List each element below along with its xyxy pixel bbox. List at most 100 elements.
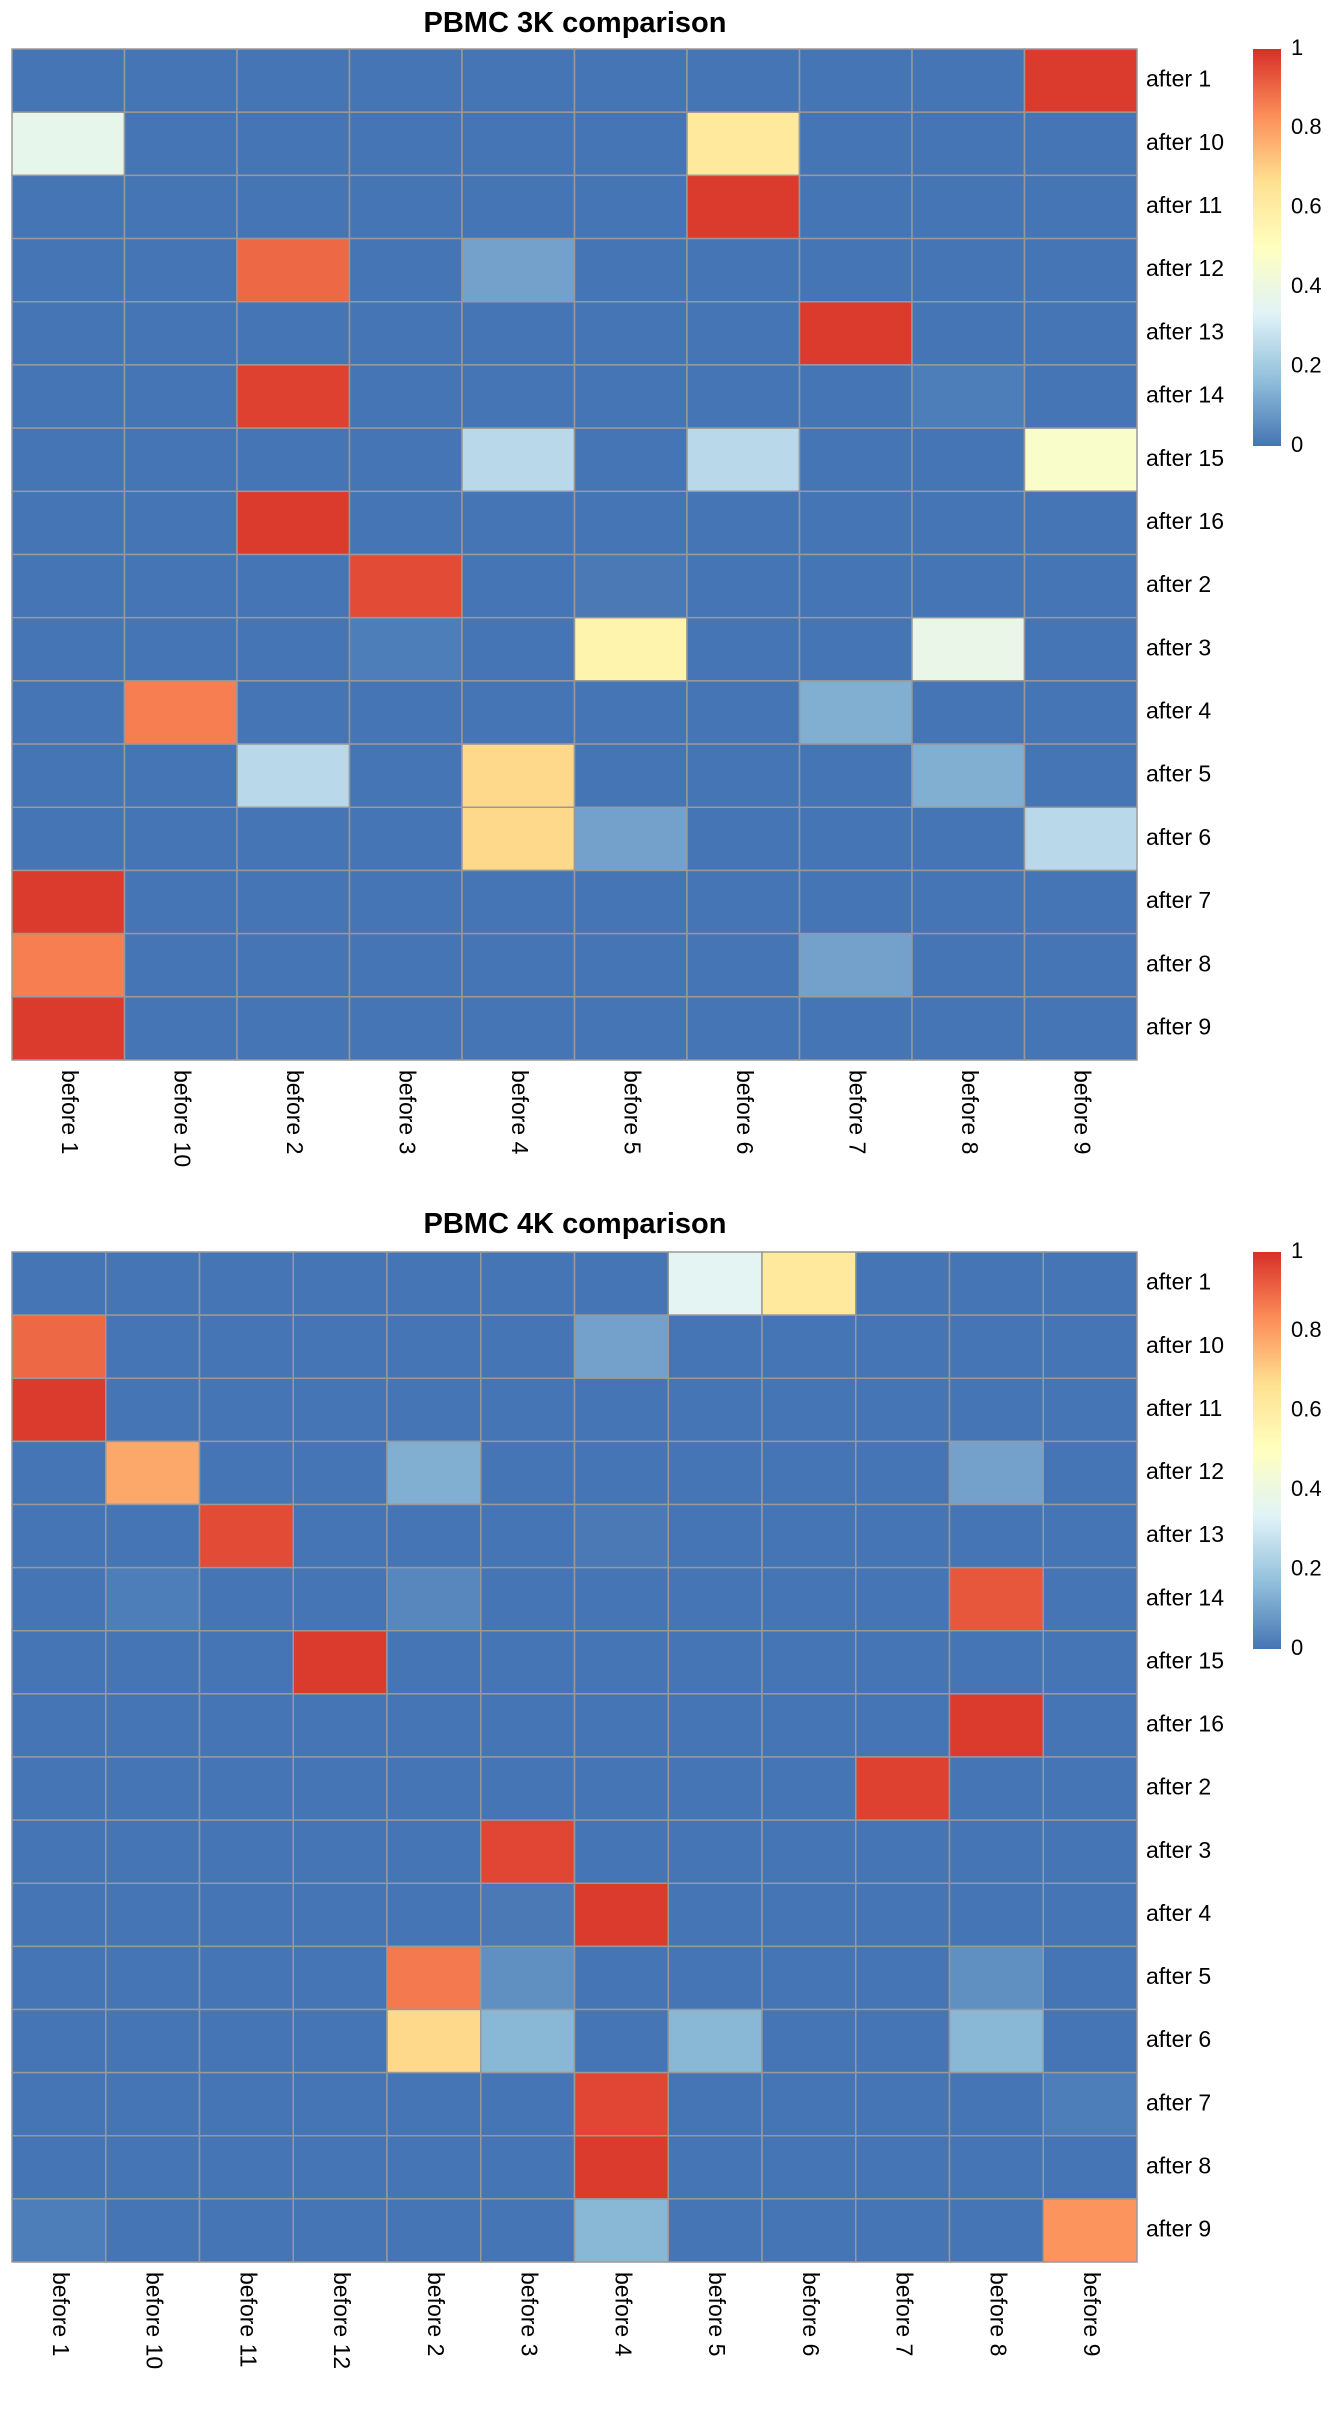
- heatmap-cell: [480, 2198, 576, 2263]
- heatmap-cell: [105, 1251, 201, 1316]
- heatmap-cell: [198, 1314, 294, 1379]
- heatmap-cell: [123, 616, 238, 682]
- heatmap-cell: [11, 1945, 107, 2011]
- heatmap-cell: [11, 743, 126, 808]
- heatmap-cell: [667, 1756, 763, 1821]
- heatmap-cell: [105, 1756, 201, 1821]
- heatmap-cell: [1023, 490, 1138, 556]
- row-label: after 10: [1146, 129, 1224, 155]
- heatmap-cell: [686, 237, 801, 303]
- heatmap-cell: [348, 869, 463, 935]
- heatmap-cell: [198, 1440, 294, 1506]
- row-label: after 16: [1146, 1711, 1224, 1737]
- heatmap-cell: [911, 680, 1026, 745]
- heatmap-cell: [948, 1566, 1044, 1632]
- heatmap-cell: [761, 1693, 857, 1758]
- row-label: after 4: [1146, 1900, 1211, 1926]
- heatmap-cell: [667, 1630, 763, 1695]
- heatmap-cell: [348, 680, 463, 745]
- heatmap-cell: [480, 1440, 576, 1506]
- heatmap-cell: [1042, 1882, 1138, 1948]
- heatmap-cell: [348, 490, 463, 556]
- heatmap-cell: [348, 427, 463, 493]
- legend-tick-label: 0.6: [1291, 1397, 1322, 1422]
- heatmap-cell: [1023, 806, 1138, 872]
- heatmap-cell: [798, 680, 913, 745]
- heatmap-cell: [911, 237, 1026, 303]
- heatmap-cell: [348, 364, 463, 429]
- heatmap-cell: [1023, 237, 1138, 303]
- heatmap-cell: [105, 1882, 201, 1948]
- heatmap-cell: [105, 1566, 201, 1632]
- heatmap-cell: [1023, 364, 1138, 429]
- row-label: after 13: [1146, 1521, 1224, 1547]
- column-label: before 6: [798, 2272, 824, 2356]
- heatmap-cell: [573, 1819, 669, 1884]
- heatmap-cell: [686, 616, 801, 682]
- heatmap-cell: [11, 1566, 107, 1632]
- legend-tick-label: 0: [1291, 1635, 1303, 1660]
- heatmap-cell: [761, 1566, 857, 1632]
- heatmap-cell: [855, 2071, 951, 2137]
- heatmap-cell: [198, 1819, 294, 1884]
- heatmap-cell: [855, 1314, 951, 1379]
- heatmap-cell: [461, 237, 576, 303]
- heatmap-cell: [948, 1945, 1044, 2011]
- heatmap-cell: [798, 996, 913, 1061]
- heatmap-cell: [386, 1945, 482, 2011]
- heatmap-cell: [1042, 2008, 1138, 2074]
- heatmap-cell: [573, 1566, 669, 1632]
- heatmap-cell: [386, 1693, 482, 1758]
- heatmap-cell: [948, 1630, 1044, 1695]
- heatmap-cell: [292, 1819, 388, 1884]
- heatmap-cell: [855, 1882, 951, 1948]
- column-label: before 2: [282, 1070, 308, 1154]
- heatmap-cell: [761, 1440, 857, 1506]
- legend-tick-label: 0.8: [1291, 114, 1322, 139]
- heatmap-cell: [292, 1314, 388, 1379]
- heatmap-cell: [198, 1756, 294, 1821]
- heatmap-cell: [236, 806, 351, 872]
- heatmap-cell: [1042, 1314, 1138, 1379]
- heatmap-cell: [386, 1377, 482, 1443]
- heatmap-cell: [573, 48, 688, 113]
- heatmap-cell: [855, 1440, 951, 1506]
- heatmap-cell: [11, 680, 126, 745]
- legend-tick-label: 1: [1291, 35, 1303, 60]
- heatmap-cell: [11, 111, 126, 177]
- heatmap-cell: [480, 1756, 576, 1821]
- legend-tick-label: 0.4: [1291, 1476, 1322, 1501]
- heatmap-cell: [573, 2135, 669, 2200]
- heatmap-cell: [461, 996, 576, 1061]
- heatmap-cell: [461, 869, 576, 935]
- heatmap-cell: [911, 364, 1026, 429]
- heatmap-cell: [386, 2008, 482, 2074]
- column-label: before 4: [610, 2272, 636, 2357]
- heatmap-cell: [573, 2071, 669, 2137]
- heatmap-cell: [1042, 1693, 1138, 1758]
- heatmap-cell: [198, 2071, 294, 2137]
- heatmap-cell: [480, 1693, 576, 1758]
- heatmap-cell: [348, 743, 463, 808]
- heatmap-cell: [686, 301, 801, 366]
- heatmap-cell: [461, 301, 576, 366]
- heatmap-cell: [386, 1503, 482, 1569]
- heatmap-cell: [11, 490, 126, 556]
- heatmap-cell: [855, 2008, 951, 2074]
- heatmap-cell: [123, 174, 238, 240]
- heatmap-cell: [573, 553, 688, 619]
- heatmap-cell: [105, 1819, 201, 1884]
- heatmap-cell: [855, 2198, 951, 2263]
- column-label: before 6: [732, 1070, 758, 1154]
- heatmap-cell: [105, 1503, 201, 1569]
- heatmap-cell: [236, 616, 351, 682]
- heatmap-cell: [948, 2071, 1044, 2137]
- heatmap-cell: [11, 1882, 107, 1948]
- heatmap-cell: [855, 1819, 951, 1884]
- heatmap-cell: [573, 616, 688, 682]
- heatmap-cell: [1042, 2198, 1138, 2263]
- legend-tick-label: 0.6: [1291, 194, 1322, 219]
- heatmap-cell: [798, 806, 913, 872]
- column-label: before 10: [142, 2272, 168, 2369]
- heatmap-cell: [798, 427, 913, 493]
